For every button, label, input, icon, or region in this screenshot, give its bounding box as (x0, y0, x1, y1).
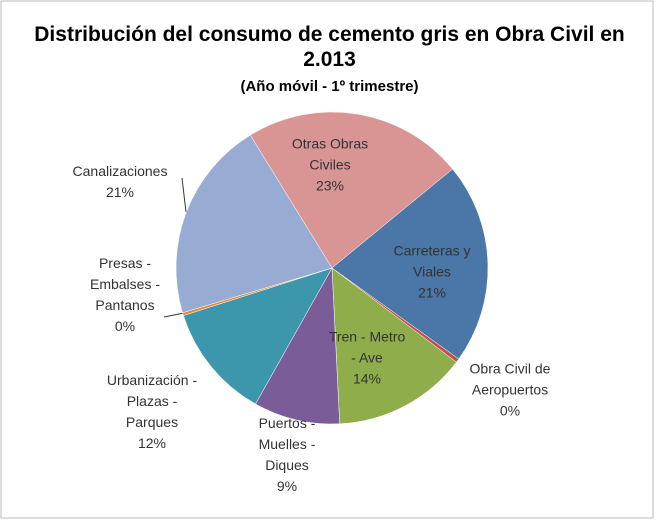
leader-line (181, 177, 187, 213)
value-label: 0% (114, 318, 136, 334)
slice-label: Urbanización - Plazas - Parques 12% (102, 370, 202, 454)
slice-label: Presas - Embalses - Pantanos 0% (85, 253, 165, 337)
value-label: 21% (105, 184, 135, 200)
slice-label: Tren - Metro - Ave 14% (326, 327, 408, 390)
category-label: Urbanización - Plazas - Parques (106, 372, 198, 430)
slice-label: Carreteras y Viales 21% (385, 241, 480, 304)
value-label: 14% (352, 370, 382, 387)
slice-label: Otras Obras Civiles 23% (285, 134, 375, 197)
value-label: 21% (417, 284, 447, 301)
value-label: 12% (137, 435, 167, 451)
chart-subtitle: (Año móvil - 1º trimestre) (240, 78, 419, 95)
pie-slice (249, 111, 453, 269)
category-label: Carreteras y Viales (393, 242, 471, 280)
category-label: Obra Civil de Aeropuertos (469, 360, 551, 398)
pie-slice (175, 134, 333, 314)
leader-line (163, 312, 185, 318)
slice-label: Canalizaciones 21% (55, 161, 185, 203)
category-label: Canalizaciones (72, 163, 168, 179)
pie-slice (183, 267, 333, 405)
category-label: Otras Obras Civiles (291, 135, 369, 173)
pie-slice (331, 267, 457, 425)
value-label: 0% (499, 402, 521, 419)
pie-slice (331, 168, 489, 360)
value-label: 9% (276, 478, 298, 494)
value-label: 23% (315, 177, 345, 194)
category-label: Tren - Metro - Ave (328, 328, 406, 366)
slice-label: Puertos - Muelles - Diques 9% (250, 413, 325, 497)
category-label: Puertos - Muelles - Diques (258, 415, 316, 473)
slice-label: Obra Civil de Aeropuertos 0% (460, 359, 560, 422)
pie-slice (255, 267, 340, 425)
category-label: Presas - Embalses - Pantanos (89, 255, 161, 313)
chart-title: Distribución del consumo de cemento gris… (34, 23, 625, 71)
